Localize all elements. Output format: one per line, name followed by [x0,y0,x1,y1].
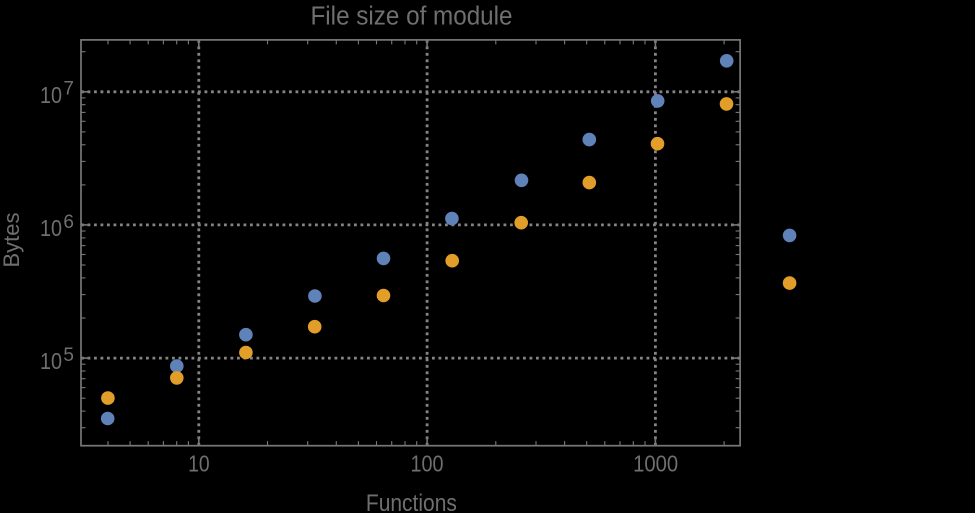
svg-text:5: 5 [63,345,74,366]
svg-text:10: 10 [40,348,62,374]
svg-text:File size of module: File size of module [311,3,513,31]
svg-text:1000: 1000 [633,451,678,477]
svg-text:10: 10 [188,451,210,477]
svg-text:10: 10 [40,82,62,108]
svg-text:Functions: Functions [366,490,457,513]
svg-text:Bytes: Bytes [0,213,24,268]
svg-text:6: 6 [63,212,74,233]
svg-text:7: 7 [63,79,74,100]
svg-text:100: 100 [411,451,444,477]
svg-text:10: 10 [40,215,62,241]
